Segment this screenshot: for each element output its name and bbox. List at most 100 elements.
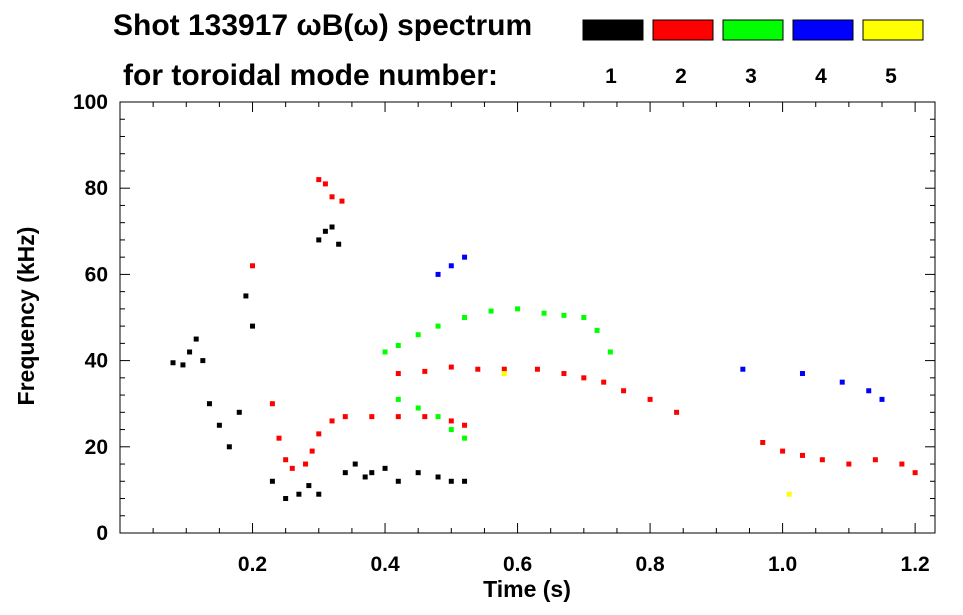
n=1-point xyxy=(170,360,176,366)
y-tick-label: 100 xyxy=(73,91,108,114)
plot-area: 0.2 0.4 0.6 0.8 1.0 1.2 0 20 40 60 80 100 xyxy=(73,91,936,576)
n=1-point xyxy=(362,474,368,480)
n=2-point xyxy=(581,375,587,381)
n=2-point xyxy=(534,366,540,372)
n=4-point xyxy=(740,366,746,372)
n=2-point xyxy=(316,177,322,183)
y-tick-label: 60 xyxy=(85,263,108,286)
n=1-point xyxy=(216,422,222,428)
n=2-point xyxy=(309,448,315,454)
n=2-point xyxy=(501,366,507,372)
n=3-point xyxy=(462,315,468,320)
n=2-point xyxy=(912,470,918,476)
n=3-point xyxy=(448,427,454,433)
n=2-point xyxy=(899,461,905,467)
n=3-point xyxy=(581,315,587,320)
n=1-series xyxy=(170,224,468,502)
n=3-point xyxy=(382,349,388,355)
n=5-point xyxy=(501,371,507,377)
n=2-point xyxy=(448,364,454,370)
n=4-point xyxy=(799,371,805,377)
n=1-point xyxy=(243,293,249,299)
n=3-point xyxy=(607,349,613,355)
n=2-point xyxy=(475,366,481,372)
n=3-point xyxy=(462,435,468,441)
legend-label: 3 xyxy=(745,65,757,88)
n=3-point xyxy=(415,332,421,338)
n=1-point xyxy=(329,224,335,230)
n=1-point xyxy=(187,349,193,355)
x-tick-label: 0.8 xyxy=(635,553,665,576)
n=5-series xyxy=(501,371,792,497)
legend-swatch xyxy=(652,19,714,41)
n=1-point xyxy=(193,336,199,342)
n=1-point xyxy=(369,470,375,476)
n=2-point xyxy=(303,461,309,467)
n=1-point xyxy=(316,237,322,243)
n=2-point xyxy=(250,263,256,269)
y-tick-label: 20 xyxy=(85,436,108,459)
n=1-point xyxy=(316,491,322,497)
n=2-point xyxy=(647,396,653,402)
n=3-point xyxy=(415,405,421,411)
n=2-point xyxy=(621,388,627,394)
n=3-point xyxy=(395,396,401,402)
n=2-point xyxy=(289,465,295,471)
n=1-point xyxy=(296,491,302,497)
n=4-point xyxy=(879,396,885,402)
legend-swatch xyxy=(722,19,784,41)
n=1-point xyxy=(180,362,186,368)
n=2-point xyxy=(395,414,401,420)
n=2-point xyxy=(462,422,468,428)
n=3-series xyxy=(382,306,613,441)
n=2-point xyxy=(276,435,282,441)
x-tick-label: 0.6 xyxy=(503,553,532,576)
legend-swatch xyxy=(862,19,924,41)
plot-frame xyxy=(119,101,936,534)
n=2-point xyxy=(799,452,805,458)
n=1-point xyxy=(283,496,289,502)
n=1-point xyxy=(206,401,212,407)
y-tick-label: 80 xyxy=(85,177,108,200)
n=2-point xyxy=(329,194,335,200)
n=2-series xyxy=(250,177,918,476)
legend-swatch xyxy=(582,19,644,41)
n=1-point xyxy=(448,478,454,484)
y-tick-label: 40 xyxy=(85,350,108,373)
n=2-point xyxy=(674,409,680,415)
n=1-point xyxy=(306,483,312,489)
n=1-point xyxy=(322,228,328,234)
n=2-point xyxy=(422,414,428,420)
n=4-point xyxy=(866,388,872,394)
n=2-point xyxy=(322,181,328,187)
n=3-point xyxy=(541,310,547,316)
n=1-point xyxy=(236,409,242,415)
n=2-point xyxy=(780,448,786,454)
n=1-point xyxy=(462,478,468,484)
x-tick-label: 1.2 xyxy=(901,553,930,576)
n=4-point xyxy=(839,379,845,385)
n=3-point xyxy=(488,308,494,314)
n=1-point xyxy=(382,465,388,471)
chart-title-line2: for toroidal mode number: xyxy=(123,59,498,92)
legend-label: 4 xyxy=(815,65,827,88)
n=4-series xyxy=(435,254,885,402)
n=2-point xyxy=(283,457,289,463)
n=2-point xyxy=(339,198,345,204)
n=2-point xyxy=(601,379,607,385)
n=1-point xyxy=(415,470,421,476)
n=4-point xyxy=(462,254,468,260)
n=2-point xyxy=(369,414,375,420)
n=1-point xyxy=(336,241,342,247)
legend-label: 2 xyxy=(675,65,687,88)
n=1-point xyxy=(352,461,358,467)
n=1-point xyxy=(200,358,206,364)
y-axis-label: Frequency (kHz) xyxy=(13,227,39,406)
n=1-point xyxy=(226,444,232,450)
n=4-point xyxy=(435,271,441,277)
y-tick-label: 0 xyxy=(96,522,108,545)
n=2-point xyxy=(448,418,454,424)
n=2-point xyxy=(316,431,322,437)
n=2-point xyxy=(329,418,335,424)
